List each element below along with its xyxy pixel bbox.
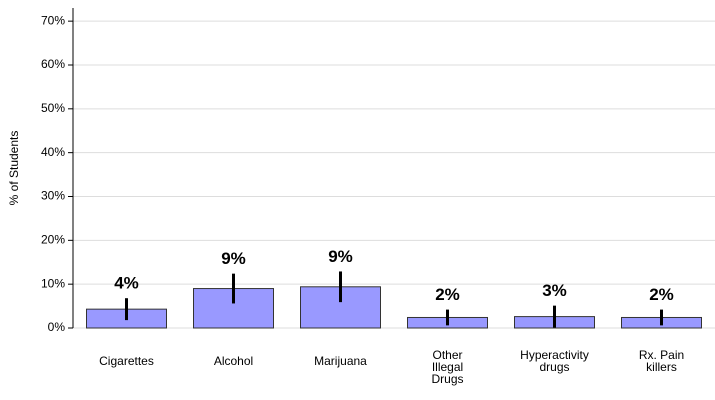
x-tick-label: Rx. Pain killers: [639, 348, 684, 374]
y-tick-label: 10%: [41, 276, 65, 290]
y-tick-label: 70%: [41, 13, 65, 27]
value-label: 4%: [114, 274, 139, 293]
y-axis-label: % of Students: [7, 131, 21, 206]
value-label: 9%: [221, 249, 246, 268]
y-tick-label: 30%: [41, 189, 65, 203]
y-tick-label: 40%: [41, 145, 65, 159]
x-tick-label: Alcohol: [214, 354, 253, 368]
value-label: 3%: [542, 281, 567, 300]
x-tick-label: Cigarettes: [99, 354, 154, 368]
x-tick-label: Hyperactivity drugs: [520, 348, 589, 374]
value-label: 2%: [649, 285, 674, 304]
value-label: 2%: [435, 285, 460, 304]
x-tick-label: Marijuana: [314, 354, 367, 368]
y-tick-label: 50%: [41, 101, 65, 115]
y-tick-label: 20%: [41, 233, 65, 247]
bar: [193, 288, 274, 329]
value-label: 9%: [328, 247, 353, 266]
y-tick-label: 60%: [41, 57, 65, 71]
x-tick-label: Other Illegal Drugs: [431, 348, 463, 386]
y-tick-label: 0%: [48, 320, 66, 334]
